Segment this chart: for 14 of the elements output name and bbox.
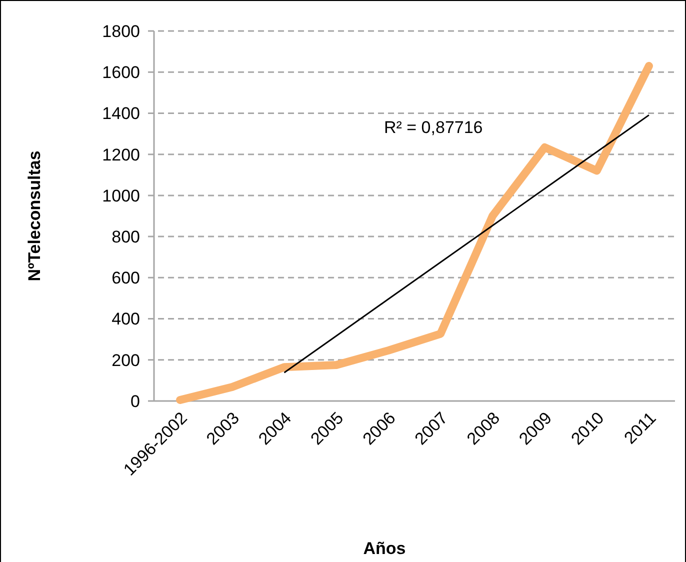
y-axis-title: NºTeleconsultas [25, 150, 44, 282]
y-tick-label: 1800 [102, 22, 140, 41]
x-axis-title: Años [363, 539, 406, 558]
y-tick-label: 800 [112, 228, 140, 247]
y-tick-label: 1400 [102, 104, 140, 124]
y-tick-label: 0 [130, 392, 140, 411]
y-tick-label: 1200 [102, 145, 140, 164]
y-tick-label: 200 [112, 350, 140, 370]
annotation: R² = 0,87716 [384, 118, 483, 137]
y-tick-label: 1000 [102, 186, 140, 206]
y-tick-label: 400 [112, 310, 140, 329]
y-tick-label: 600 [112, 268, 140, 288]
y-tick-label: 1600 [102, 63, 140, 82]
line-series [284, 114, 650, 374]
